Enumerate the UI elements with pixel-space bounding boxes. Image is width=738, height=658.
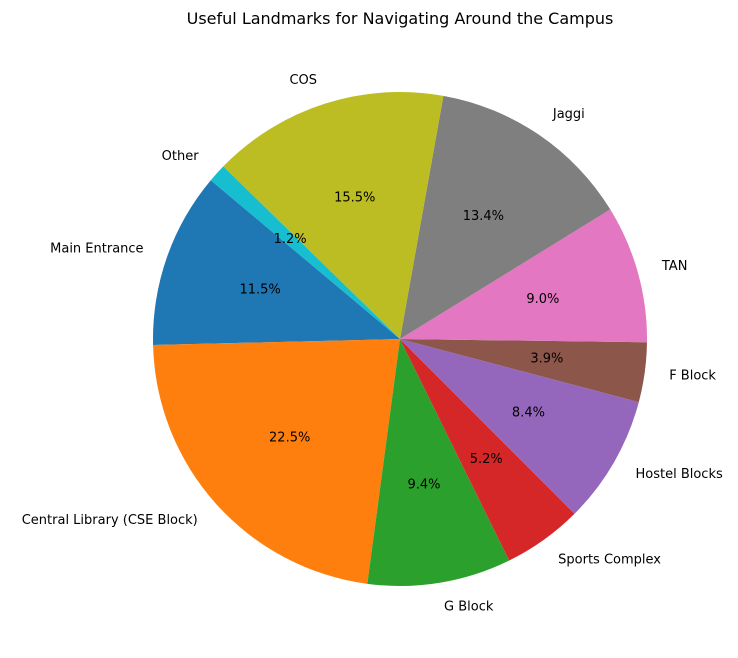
slice-label-cos: COS [289,73,317,88]
slice-label-tan: TAN [661,259,688,274]
percent-label-cos: 15.5% [334,190,375,205]
pie-slices [152,91,648,587]
pie-slice-other [210,166,400,339]
pie-slice-sports-complex [400,339,575,561]
slice-label-jaggi: Jaggi [552,107,585,122]
pie-slice-f-block [400,339,647,403]
percent-label-main-entrance: 11.5% [239,283,280,298]
pie-percent-labels: 11.5% 22.5% 9.4% 5.2% 8.4% 3.9% 9.0% 13.4% 15.5%… [239,190,563,492]
slice-label-main-entrance: Main Entrance [50,242,143,257]
pie-slice-tan [400,209,648,343]
percent-label-other: 1.2% [274,232,307,247]
pie-slice-jaggi [400,95,611,339]
slice-label-other: Other [162,149,200,164]
slice-label-sports-complex: Sports Complex [558,552,661,567]
pie-slice-hostel-blocks [400,339,639,514]
slice-label-central-library-cse-block: Central Library (CSE Block) [22,513,198,528]
percent-label-g-block: 9.4% [407,478,440,493]
percent-label-tan: 9.0% [526,292,559,307]
slice-label-g-block: G Block [444,600,494,615]
pie-slice-central-library-cse-block [153,339,400,584]
percent-label-jaggi: 13.4% [463,209,504,224]
pie-labels: Main Entrance Central Library (CSE Block)… [22,73,723,615]
pie-slice-main-entrance [152,180,400,346]
slice-label-f-block: F Block [669,368,716,383]
slice-label-hostel-blocks: Hostel Blocks [635,467,723,482]
percent-label-f-block: 3.9% [530,352,563,367]
percent-label-hostel-blocks: 8.4% [512,405,545,420]
pie-slice-g-block [367,339,510,587]
pie-slice-cos [223,91,444,339]
percent-label-central-library-cse-block: 22.5% [269,430,310,445]
chart-title: Useful Landmarks for Navigating Around t… [187,9,614,28]
percent-label-sports-complex: 5.2% [470,452,503,467]
